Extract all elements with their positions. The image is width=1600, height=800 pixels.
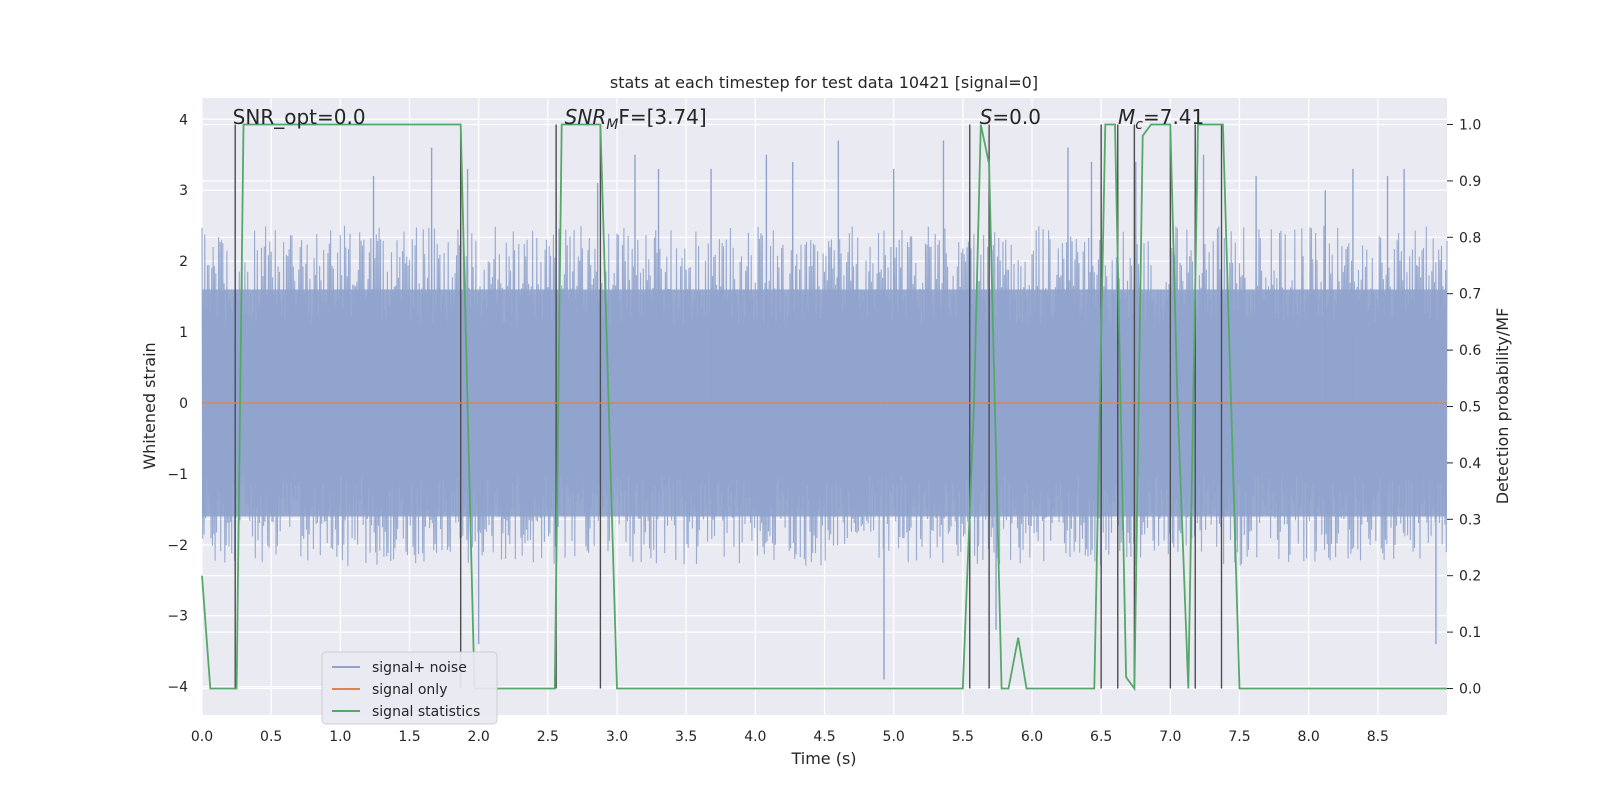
legend-label: signal only bbox=[372, 682, 447, 698]
x-tick-label: 1.5 bbox=[398, 729, 420, 745]
x-tick-label: 3.0 bbox=[606, 729, 628, 745]
chart-title: stats at each timestep for test data 104… bbox=[610, 73, 1038, 92]
legend-box bbox=[321, 651, 498, 725]
y-tick-label: 0 bbox=[179, 396, 188, 412]
annotation-suffix: F=[3.74] bbox=[618, 105, 706, 129]
y2-tick-label: 1.0 bbox=[1459, 118, 1481, 134]
y2-tick-label: 0.1 bbox=[1459, 625, 1481, 641]
x-tick-label: 5.0 bbox=[883, 729, 905, 745]
annotation: S=0.0 bbox=[980, 105, 1041, 129]
x-tick-label: 1.0 bbox=[329, 729, 351, 745]
y-right-ticks: 0.0 0.1 0.2 0.3 0.4 0.5 0.6 0.7 0.8 0.9 1.0 bbox=[1447, 118, 1481, 697]
y-right-axis-label: Detection probability/MF bbox=[1493, 308, 1512, 505]
y-tick-label: −4 bbox=[167, 680, 188, 696]
x-tick-label: 4.5 bbox=[813, 729, 835, 745]
y-left-ticks: −4 −3 −2 −1 0 1 2 3 4 bbox=[167, 112, 188, 695]
annotation-main: SNR_opt=0.0 bbox=[233, 105, 366, 129]
annotations: SNR_opt=0.0 SNRMF=[3.74] S=0.0 Mc=7.41 bbox=[233, 105, 1205, 133]
x-tick-label: 0.0 bbox=[191, 729, 213, 745]
y2-tick-label: 0.5 bbox=[1459, 400, 1481, 416]
x-tick-label: 7.5 bbox=[1228, 729, 1250, 745]
annotation-subscript: c bbox=[1135, 117, 1143, 133]
y-tick-label: 4 bbox=[179, 112, 188, 128]
y2-tick-label: 0.4 bbox=[1459, 456, 1481, 472]
y2-tick-label: 0.0 bbox=[1459, 681, 1481, 697]
y2-tick-label: 0.9 bbox=[1459, 174, 1481, 190]
y-tick-label: −2 bbox=[167, 538, 188, 554]
statistics-series bbox=[201, 123, 1447, 692]
annotation: Mc=7.41 bbox=[1118, 105, 1204, 133]
y2-tick-label: 0.8 bbox=[1459, 230, 1481, 246]
annotation: SNRMF=[3.74] bbox=[565, 105, 707, 133]
x-tick-label: 8.0 bbox=[1298, 729, 1320, 745]
x-tick-label: 4.0 bbox=[744, 729, 766, 745]
noise-trace bbox=[201, 225, 1448, 566]
annotation-subscript: M bbox=[606, 117, 618, 133]
y-tick-label: 2 bbox=[179, 254, 188, 270]
statistics-line bbox=[201, 123, 1447, 692]
y2-tick-label: 0.6 bbox=[1459, 343, 1481, 359]
legend: signal+ noise signal only signal statistic… bbox=[321, 651, 498, 725]
x-axis-label: Time (s) bbox=[790, 749, 856, 768]
x-tick-label: 7.0 bbox=[1159, 729, 1181, 745]
annotation-main: S bbox=[980, 105, 993, 129]
x-tick-label: 5.5 bbox=[952, 729, 974, 745]
x-tick-label: 2.5 bbox=[537, 729, 559, 745]
annotation-main: SNR bbox=[565, 105, 607, 129]
x-tick-label: 3.5 bbox=[675, 729, 697, 745]
annotation-main: M bbox=[1118, 105, 1135, 129]
y2-tick-label: 0.7 bbox=[1459, 287, 1481, 303]
annotation: SNR_opt=0.0 bbox=[233, 105, 366, 129]
y2-tick-label: 0.3 bbox=[1459, 512, 1481, 528]
y-tick-label: −3 bbox=[167, 609, 188, 625]
y-tick-label: 3 bbox=[179, 183, 188, 199]
y-tick-label: −1 bbox=[167, 467, 188, 483]
legend-label: signal+ noise bbox=[372, 660, 467, 676]
x-tick-label: 2.0 bbox=[468, 729, 490, 745]
y-axis-label: Whitened strain bbox=[140, 342, 159, 469]
y2-tick-label: 0.2 bbox=[1459, 569, 1481, 585]
legend-label: signal statistics bbox=[372, 704, 480, 720]
x-ticks: 0.0 0.5 1.0 1.5 2.0 2.5 3.0 3.5 4.0 4.5 5.0 5.5 6.0 6… bbox=[191, 729, 1389, 745]
x-tick-label: 6.0 bbox=[1021, 729, 1043, 745]
y-tick-label: 1 bbox=[179, 325, 188, 341]
x-tick-label: 8.5 bbox=[1367, 729, 1389, 745]
x-tick-label: 0.5 bbox=[260, 729, 282, 745]
annotation-suffix: =0.0 bbox=[992, 105, 1041, 129]
annotation-suffix: =7.41 bbox=[1143, 105, 1204, 129]
x-tick-label: 6.5 bbox=[1090, 729, 1112, 745]
